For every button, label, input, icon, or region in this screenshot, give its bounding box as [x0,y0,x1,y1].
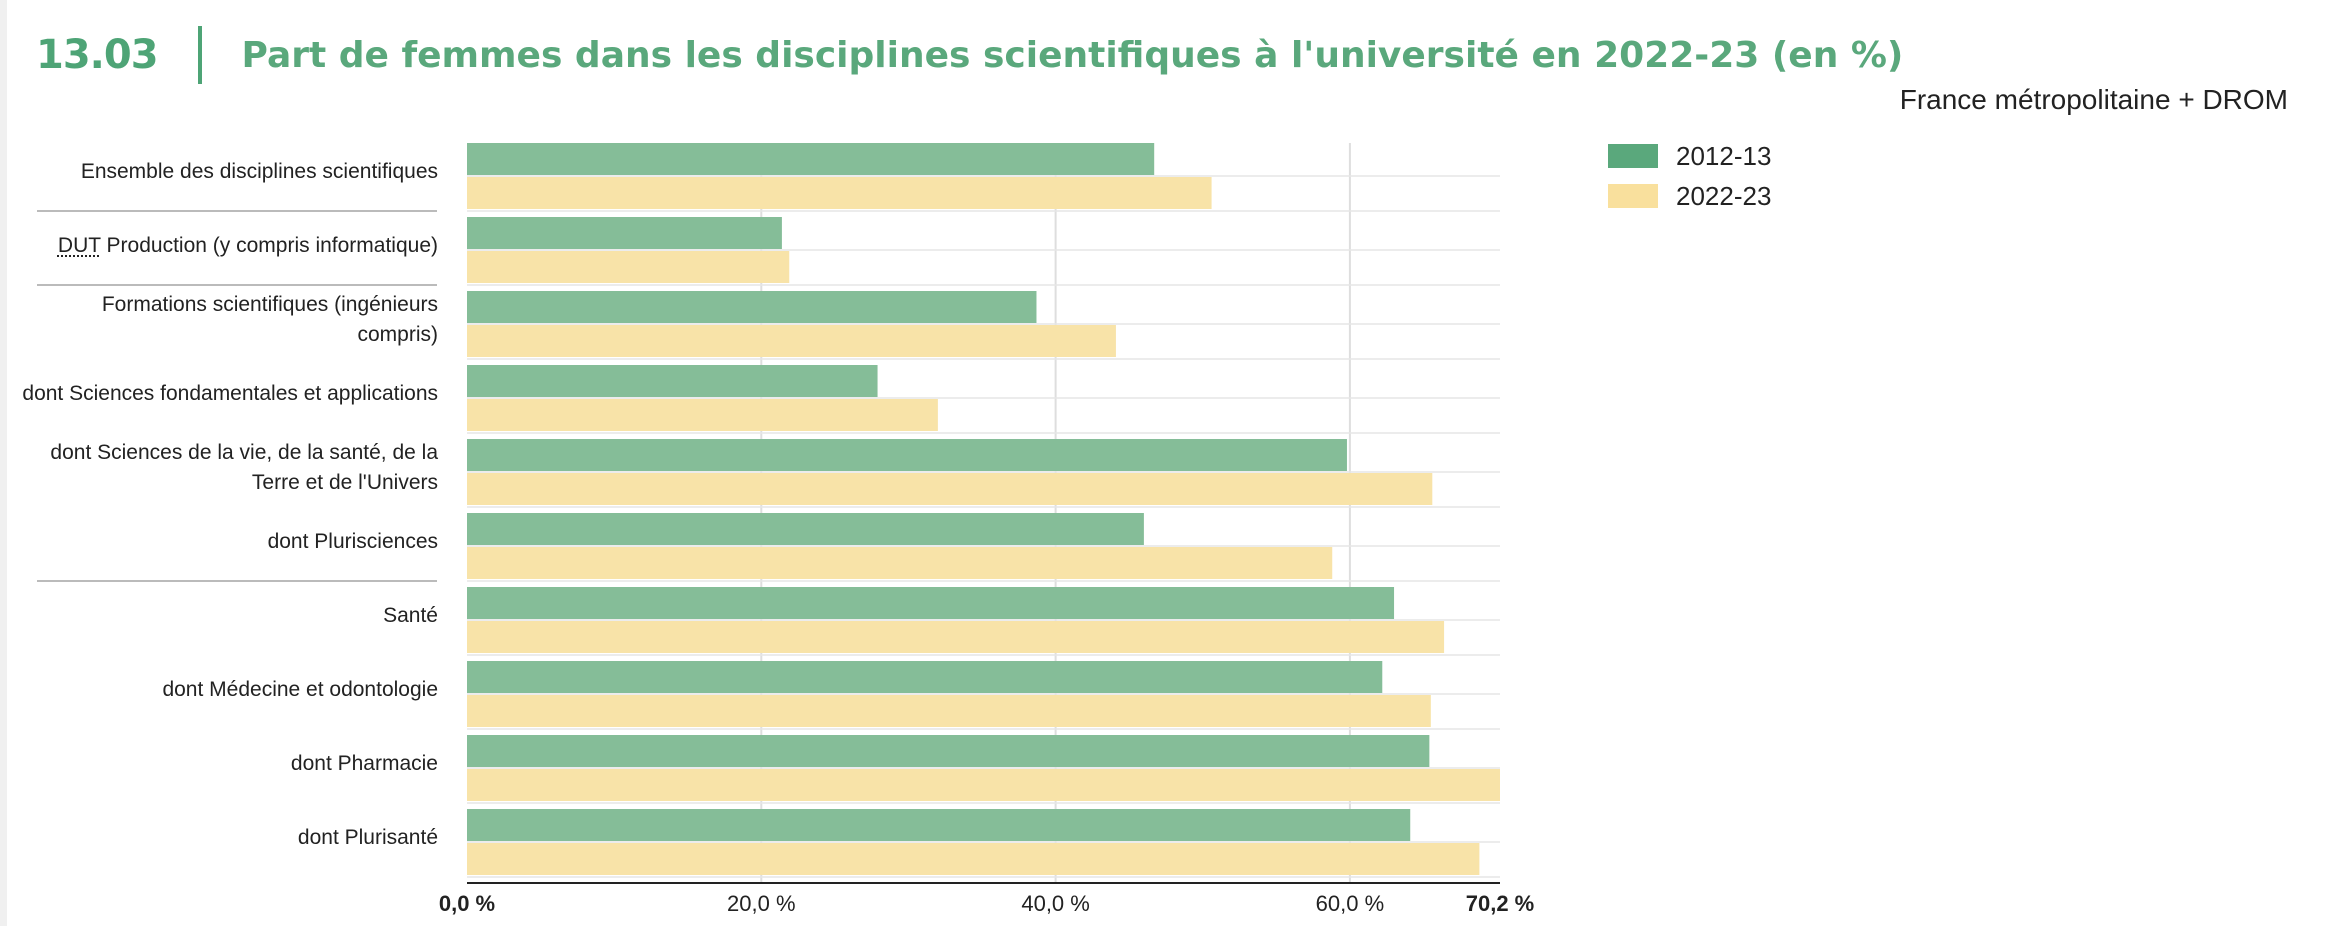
category-label: dont Plurisanté [297,826,438,849]
category-label: Ensemble des disciplines scientifiques [80,160,438,183]
bar-2012-13-6 [467,513,1144,545]
bar-2022-23-1 [467,177,1212,209]
legend-swatch-2012 [1608,144,1658,168]
legend-item-2022: 2022-23 [1608,176,1771,216]
category-label: dont Sciences de la vie, de la santé, de… [50,441,438,494]
bar-2012-13-8 [467,661,1383,693]
legend-label-2012: 2012-13 [1676,140,1772,171]
x-tick-label: 20,0 % [727,891,796,916]
bar-2022-23-6 [467,547,1333,579]
legend-item-2012: 2012-13 [1608,136,1771,176]
chart-header: 13.03 Part de femmes dans les discipline… [36,22,1903,88]
category-label: Formations scientifiques (ingénieurs com… [101,293,438,346]
category-label: Santé [383,604,438,627]
category-label: dont Sciences fondamentales et applicati… [22,382,438,405]
chart-title: Part de femmes dans les disciplines scie… [241,34,1904,76]
bar-2022-23-7 [467,621,1445,653]
bar-2022-23-9 [467,769,1500,801]
category-label: dont Plurisciences [267,530,438,553]
bar-2022-23-3 [467,325,1116,357]
x-tick-label: 60,0 % [1316,891,1385,916]
category-label: dont Médecine et odontologie [162,678,438,701]
chart-legend: 2012-13 2022-23 [1608,136,1771,216]
bar-2012-13-9 [467,735,1430,767]
bar-2012-13-5 [467,439,1347,471]
legend-label-2022: 2022-23 [1676,180,1772,211]
figure-number: 13.03 [36,32,159,78]
bar-2012-13-3 [467,291,1037,323]
page-left-edge [0,0,7,926]
x-tick-label: 40,0 % [1021,891,1090,916]
bar-2012-13-10 [467,809,1411,841]
bar-2012-13-1 [467,143,1155,175]
bar-2022-23-8 [467,695,1431,727]
x-tick-label: 0,0 % [439,891,495,916]
legend-swatch-2022 [1608,184,1658,208]
bar-2022-23-10 [467,843,1480,875]
bar-2012-13-4 [467,365,878,397]
bar-2012-13-7 [467,587,1395,619]
bar-2022-23-5 [467,473,1433,505]
category-label: dont Pharmacie [290,752,438,775]
bar-2022-23-2 [467,251,790,283]
bar-2022-23-4 [467,399,938,431]
x-tick-label: 70,2 % [1466,891,1535,916]
bar-2012-13-2 [467,217,782,249]
abbreviation: DUT [57,234,101,257]
category-label: DUT Production (y compris informatique) [57,234,438,257]
header-divider [197,26,202,84]
geographic-scope: France métropolitaine + DROM [1899,84,2288,115]
